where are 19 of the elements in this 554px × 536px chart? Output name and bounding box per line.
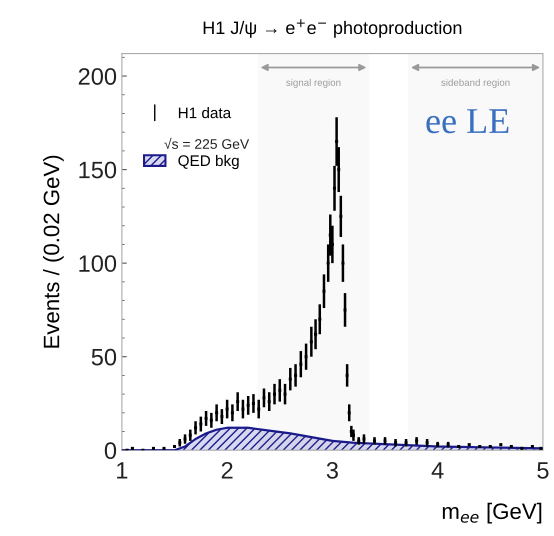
x-tick-label: 3: [326, 462, 338, 479]
y-tick-label: 100: [79, 255, 116, 272]
annotation: √s = 225 GeV: [164, 138, 250, 149]
y-axis-title: Events / (0.02 GeV): [43, 156, 64, 348]
x-axis-title: m$_{ee}$ [GeV]: [442, 502, 542, 524]
x-tick-label: 5: [537, 462, 548, 479]
y-tick-label: 50: [92, 348, 116, 366]
y-tick-label: 200: [78, 68, 116, 85]
chart-title: H1 J/ψ → e$^{+}$e$^{−}$ photoproduction: [204, 19, 462, 38]
band-label: sideband region: [441, 78, 510, 88]
legend-label: QED bkg: [178, 154, 239, 170]
annotation: ee LE: [426, 109, 508, 134]
y-tick-label: 0: [104, 442, 116, 460]
legend-label: H1 data: [178, 107, 232, 118]
x-tick-label: 1: [117, 462, 128, 478]
y-tick-label: 150: [79, 162, 116, 178]
x-tick-label: 4: [432, 462, 444, 478]
band-label: signal region: [286, 78, 340, 88]
x-tick-label: 2: [222, 462, 233, 478]
